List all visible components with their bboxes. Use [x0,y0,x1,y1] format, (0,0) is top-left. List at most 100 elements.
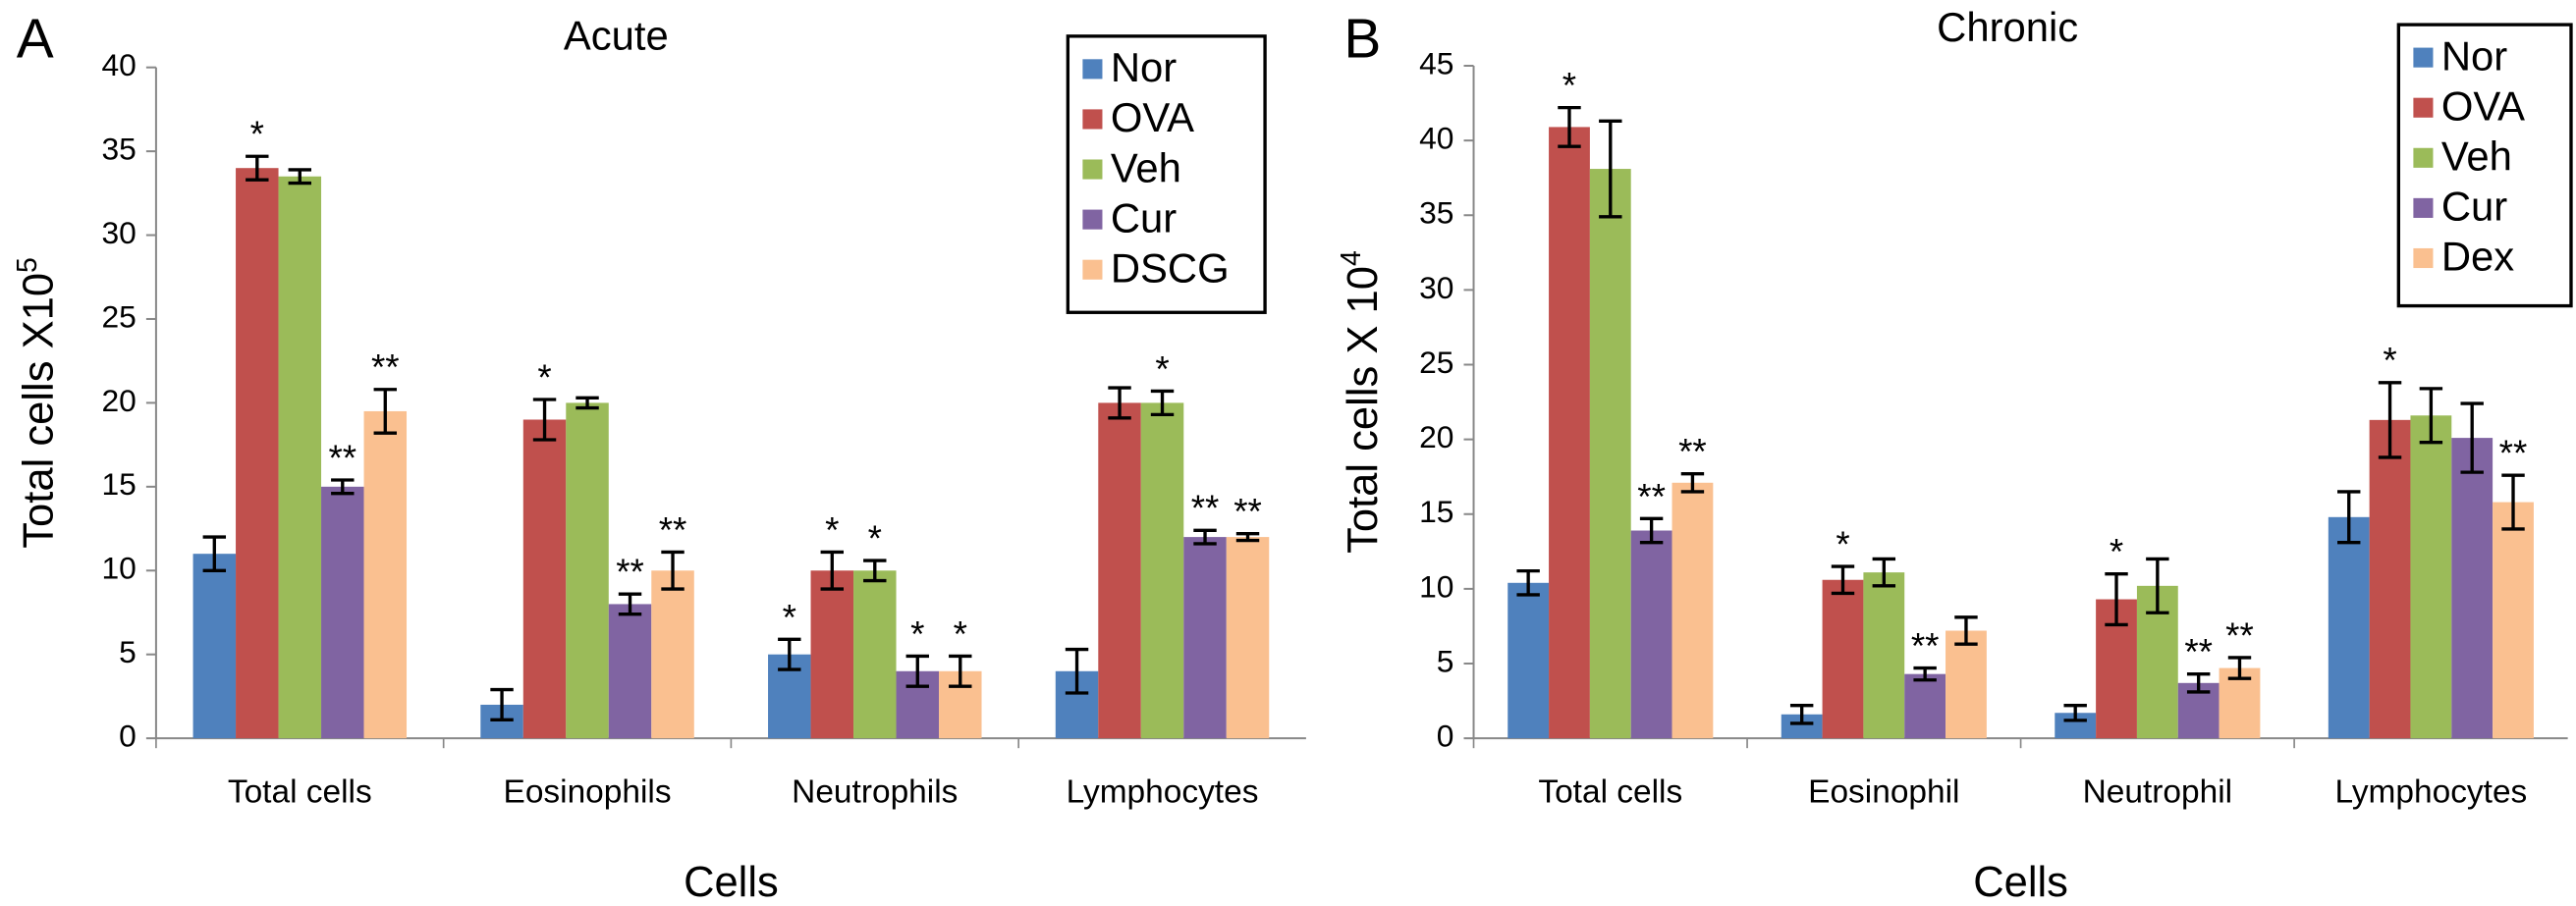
x-axis-label: Cells [684,859,779,906]
significance-mark: * [1562,66,1576,106]
bar [1946,630,1987,739]
significance-mark: * [2110,532,2123,572]
bar [522,419,567,739]
bar [2328,516,2370,739]
bar [566,402,609,739]
error-bar [2419,387,2443,445]
error-bar [2063,703,2087,722]
significance-mark: * [1155,348,1169,389]
bar [1098,402,1141,739]
bar [810,570,854,739]
significance-mark: ** [2499,433,2528,473]
x-tick-label: Neutrophils [792,773,958,810]
x-axis-label: Cells [1973,859,2068,906]
error-bar [202,535,227,572]
significance-mark: ** [659,509,687,550]
bar [2410,415,2452,739]
error-bar [1193,528,1217,546]
legend-swatch [1082,159,1103,180]
significance-mark: * [250,114,264,154]
y-tick-label: 35 [101,132,136,167]
legend-swatch [2413,147,2434,168]
y-tick-label: 15 [101,466,136,502]
y-tick-label: 0 [119,719,137,754]
significance-mark: * [783,597,796,637]
legend-label: Cur [2441,184,2507,230]
error-bar [1065,647,1089,695]
error-bar [1913,666,1937,682]
error-bar [2378,381,2402,459]
significance-mark: ** [1637,476,1666,516]
legend-label: Nor [1111,44,1177,90]
significance-mark: ** [1911,626,1940,666]
significance-mark: ** [1678,432,1707,472]
legend-label: Veh [1111,144,1181,190]
error-bar [1108,386,1131,420]
legend-label: DSCG [1111,244,1230,291]
y-tick-label: 40 [101,47,136,82]
y-tick-label: 25 [1419,345,1453,380]
legend-label: OVA [1111,94,1194,140]
y-tick-label: 10 [101,551,136,586]
error-bar [1872,557,1896,588]
legend-swatch [2413,197,2434,218]
y-tick-label: 10 [1419,568,1453,604]
panel-letter: A [17,8,54,71]
significance-mark: ** [371,347,400,388]
legend-label: Nor [2441,32,2507,79]
y-tick-label: 30 [1419,270,1453,305]
error-bar [949,654,972,688]
error-bar [532,398,557,442]
legend-swatch [2413,247,2434,269]
significance-mark: * [2383,341,2396,381]
y-tick-label: 30 [101,215,136,250]
x-tick-label: Eosinophils [504,773,672,810]
y-axis-label-exponent: 5 [12,257,43,273]
error-bar [905,654,929,688]
bar [608,604,652,739]
bar [1226,537,1270,739]
x-tick-label: Total cells [1538,773,1682,810]
bar [278,176,322,739]
bar [1672,482,1714,739]
error-bar [820,550,844,591]
legend-swatch [2413,97,2434,118]
y-tick-label: 40 [1419,121,1453,156]
significance-mark: ** [328,438,356,478]
chart-panel: B Chronic 0 5 10 15 20 25 30 35 40 45 Total cells X … [1336,4,2573,906]
bar [1589,169,1631,739]
chart-title: Chronic [1937,4,2078,50]
y-tick-label: 0 [1437,719,1454,754]
error-bar [1516,568,1540,597]
legend-label: OVA [2441,82,2525,129]
error-bar [1831,564,1855,596]
error-bar [1558,105,1581,148]
error-bar [2460,401,2484,474]
bar [1863,572,1905,739]
y-tick-label: 20 [1419,419,1453,454]
bar [651,570,694,739]
y-tick-label: 45 [1419,45,1453,80]
error-bar [373,388,397,435]
y-tick-label: 5 [119,634,137,669]
panel-letter: B [1343,8,1381,71]
y-tick-label: 35 [1419,195,1453,231]
bar [1183,537,1227,739]
bar [1630,530,1672,739]
error-bar [661,550,685,591]
legend-swatch [1082,59,1103,80]
significance-mark: * [537,357,551,398]
legend-label: Cur [1111,194,1177,240]
bar [1904,673,1946,739]
significance-mark: ** [2225,615,2254,656]
chart-title: Acute [564,12,669,58]
y-axis-label-text: Total cells X 10 [1340,266,1387,554]
error-bar [575,396,599,410]
error-bar [1599,119,1622,219]
significance-mark: * [910,613,924,654]
legend-swatch [2413,47,2434,68]
bar [1140,402,1184,739]
